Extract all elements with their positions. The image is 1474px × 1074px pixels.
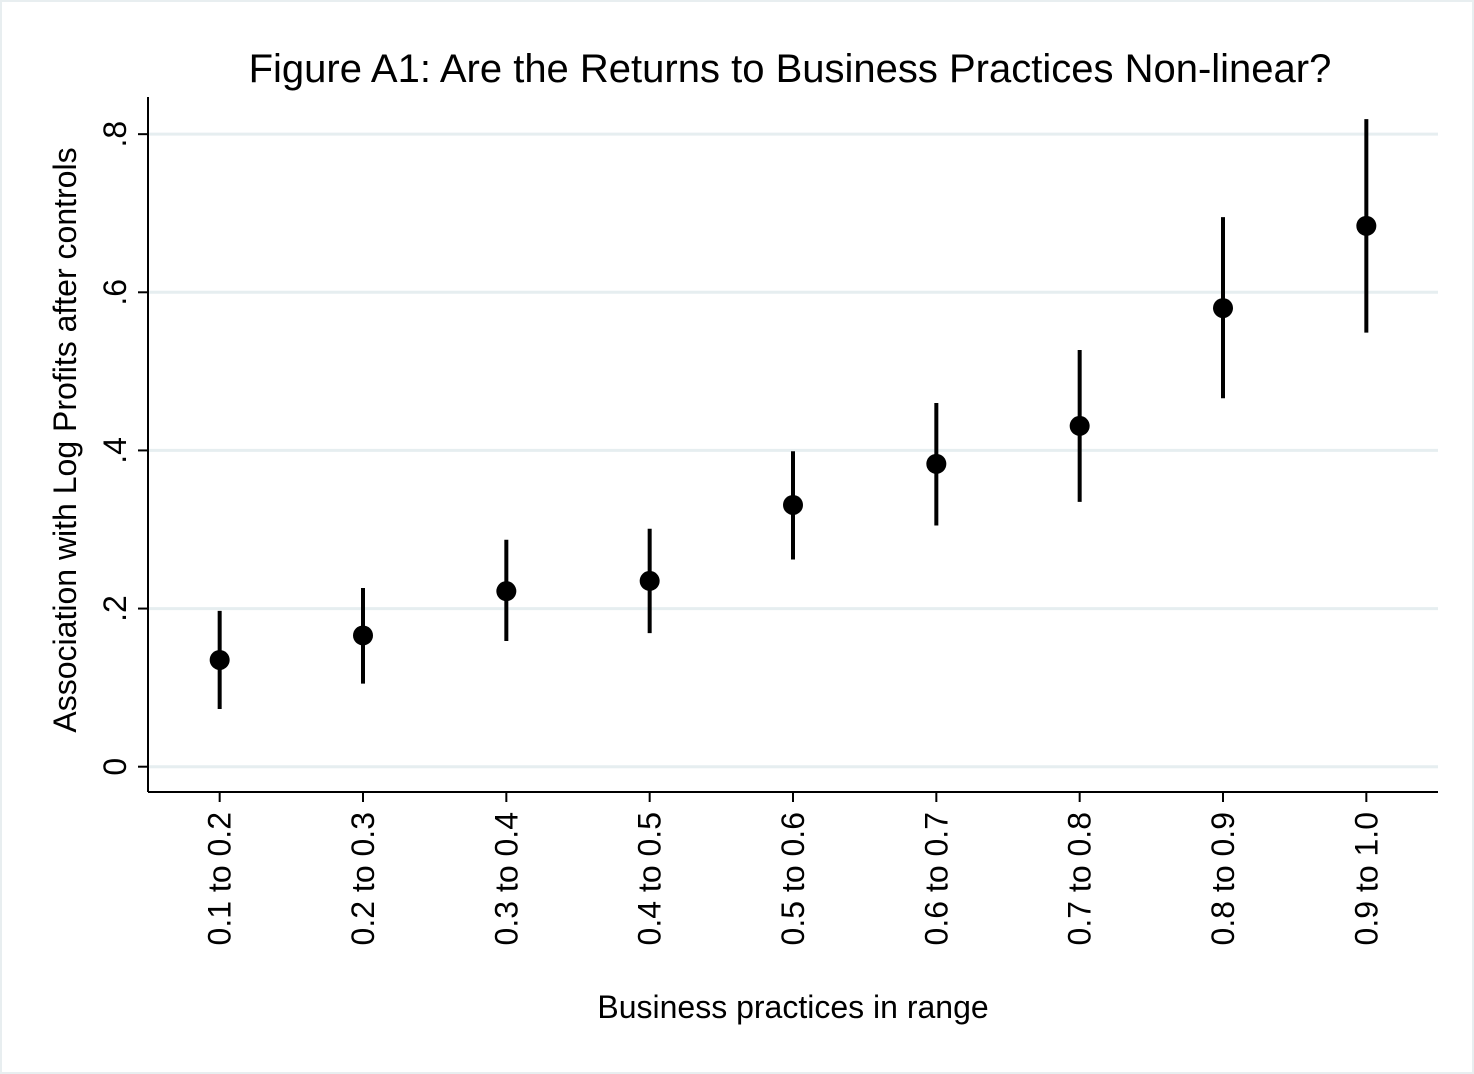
x-tick-label: 0.2 to 0.3 [345, 812, 381, 945]
point [1069, 415, 1090, 436]
point [639, 570, 660, 591]
x-tick-label: 0.9 to 1.0 [1348, 812, 1384, 945]
point [1356, 215, 1377, 236]
y-axis-title: Association with Log Profits after contr… [47, 147, 83, 732]
x-tick-label: 0.4 to 0.5 [632, 812, 668, 945]
point [926, 453, 947, 474]
point [353, 625, 373, 646]
x-tick-label: 0.3 to 0.4 [488, 812, 524, 945]
y-tick-label: .2 [97, 595, 133, 622]
y-tick-label: 0 [97, 758, 133, 776]
y-tick-label: .8 [97, 121, 133, 148]
x-axis-title: Business practices in range [597, 989, 988, 1025]
point [496, 581, 517, 602]
x-tick-label: 0.7 to 0.8 [1062, 812, 1098, 945]
chart-title: Figure A1: Are the Returns to Business P… [249, 47, 1332, 91]
x-tick-label: 0.5 to 0.6 [775, 812, 811, 945]
y-tick-label: .4 [97, 437, 133, 464]
x-tick-label: 0.8 to 0.9 [1205, 812, 1241, 945]
x-tick-label: 0.6 to 0.7 [918, 812, 954, 945]
point [209, 649, 230, 670]
y-tick-label: .6 [97, 279, 133, 306]
point [783, 494, 803, 515]
x-tick-label: 0.1 to 0.2 [202, 812, 238, 945]
point [1213, 298, 1233, 319]
